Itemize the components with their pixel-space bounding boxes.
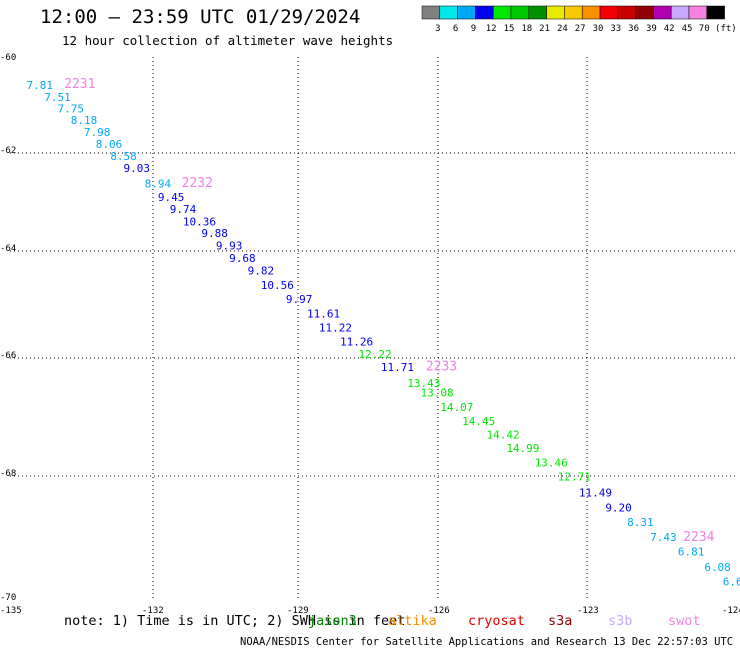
colorbar-swatch [510,5,530,20]
swh-data-label: 9.88 [201,227,228,240]
y-tick-label: -64 [0,244,16,254]
y-tick-label: -68 [0,469,16,479]
mission-legend-s3b: s3b [608,613,632,629]
swh-data-label: 9.03 [124,162,150,175]
swh-data-label: 8.06 [96,138,123,151]
colorbar-tick-label: 6 [453,24,458,34]
swh-data-label: 12.22 [358,348,391,361]
swh-data-label: 14.45 [462,415,495,428]
colorbar-swatch [457,5,476,20]
swh-data-label: 11.22 [319,321,352,334]
swh-data-label: 13.08 [421,387,454,400]
colorbar-swatch [653,5,672,20]
chart-subtitle: 12 hour collection of altimeter wave hei… [62,33,394,48]
colorbar-tick-label: 70 (ft) [699,24,737,34]
mission-legend-s3a: s3a [548,613,572,629]
swh-data-label: 14.42 [487,428,520,441]
swh-data-label: 11.71 [381,361,414,374]
colorbar-swatch [492,5,512,20]
swh-data-label: 7.43 [650,531,677,544]
pass-time-label: 2231 [64,77,95,92]
y-tick-label: -70 [0,593,16,603]
mission-legend-swot: swot [668,613,701,629]
swh-data-label: 9.20 [605,502,632,515]
colorbar-swatch [421,5,441,20]
colorbar-tick-label: 12 [486,24,497,34]
swh-data-label: 7.98 [84,126,111,139]
swh-data-label: 10.56 [261,279,294,292]
credit-line: NOAA/NESDIS Center for Satellite Applica… [240,636,740,648]
colorbar-swatch [599,5,619,20]
x-tick-label: -132 [142,606,164,616]
swh-data-label: 6.65 [723,576,740,589]
swh-data-label: 11.49 [579,486,612,499]
pass-time-label: 2232 [182,176,213,191]
swh-data-label: 12.71 [558,471,591,484]
colorbar-swatch [635,5,654,20]
colorbar-swatch [617,5,636,20]
colorbar-tick-label: 36 [628,24,639,34]
swh-data-label: 7.75 [58,103,85,116]
colorbar-swatch [528,5,547,20]
swh-data-label: 9.74 [170,203,197,216]
swh-data-label: 7.51 [44,91,71,104]
y-tick-label: -60 [0,53,16,63]
pass-time-label: 2234 [683,530,714,545]
mission-legend-altika: altika [388,613,437,629]
swh-data-label: 8.18 [71,114,98,127]
mission-legend-cryosat: cryosat [468,613,525,629]
colorbar-tick-label: 30 [593,24,604,34]
colorbar-swatch [475,5,494,20]
swh-data-label: 13.43 [407,377,440,390]
swh-data-label: 14.07 [440,401,473,414]
colorbar-swatch [546,5,565,20]
swh-data-label: 6.81 [678,546,705,559]
swh-data-label: 8.58 [110,150,137,163]
swh-data-label: 8.94 [145,178,172,191]
swh-data-label: 13.46 [535,457,568,470]
colorbar-tick-label: 21 [539,24,550,34]
pass-time-label: 2233 [426,360,457,375]
chart-title: 12:00 – 23:59 UTC 01/29/2024 [40,6,361,28]
colorbar-swatch [581,5,601,20]
swh-data-label: 9.93 [216,239,243,252]
swh-data-label: 10.36 [183,216,216,229]
colorbar-tick-label: 27 [575,24,586,34]
footnote: note: 1) Time is in UTC; 2) SWH is in fe… [64,613,405,629]
y-tick-label: -62 [0,146,16,156]
colorbar-tick-label: 18 [521,24,532,34]
swh-data-label: 6.08 [704,561,731,574]
x-tick-label: -124 [722,606,740,616]
colorbar-tick-label: 9 [471,24,476,34]
swh-data-label: 9.68 [229,252,256,265]
colorbar-tick-label: 42 [664,24,675,34]
mission-legend-jason3: jason3 [308,613,357,629]
colorbar-tick-label: 15 [504,24,515,34]
swh-data-label: 9.97 [286,293,313,306]
swh-data-label: 11.26 [340,336,373,349]
colorbar-tick-label: 33 [610,24,621,34]
swh-data-label: 14.99 [506,442,539,455]
x-tick-label: -129 [287,606,309,616]
colorbar-tick-label: 24 [557,24,568,34]
y-tick-label: -66 [0,351,16,361]
x-tick-label: -126 [428,606,450,616]
colorbar-swatch [688,5,708,20]
colorbar-swatch [439,5,458,20]
colorbar-swatch [670,5,690,20]
x-tick-label: -123 [577,606,599,616]
swh-data-label: 8.31 [627,516,654,529]
colorbar-tick-label: 3 [435,24,440,34]
colorbar-tick-label: 45 [682,24,693,34]
swh-data-label: 11.61 [307,307,340,320]
colorbar-swatch [706,5,725,20]
swh-data-label: 9.82 [248,264,275,277]
swh-data-label: 7.81 [27,79,54,92]
swh-data-label: 9.45 [158,191,185,204]
colorbar-tick-label: 39 [646,24,657,34]
x-tick-label: -135 [0,606,22,616]
colorbar-swatch [564,5,583,20]
